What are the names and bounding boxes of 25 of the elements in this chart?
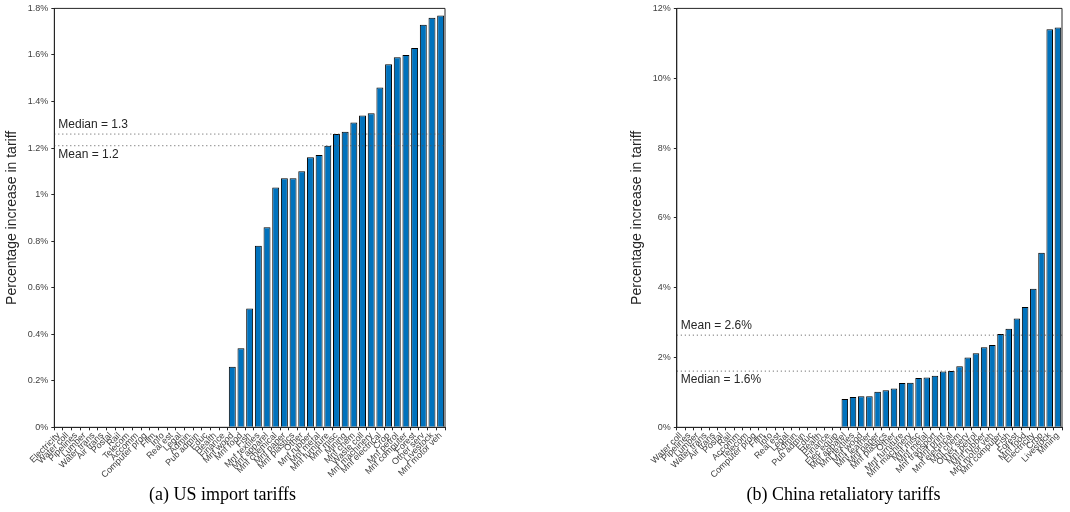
text: (b) China retaliatory tariffs [746,483,941,505]
y-tick-label: 0.6% [27,282,49,293]
ref-line-label: Median = 1.6% [680,372,762,387]
text: (a) US import tariffs [148,483,297,505]
y-axis-title: Percentage increase in tariff [3,130,20,305]
y-tick-label: 1.2% [27,142,49,153]
y-tick-label: 0.8% [27,235,49,246]
y-tick-label: 0% [35,421,49,432]
ref-line-label: Median = 1.3 [58,117,129,132]
y-tick-label: 1.4% [27,95,49,106]
y-tick-label: 1% [35,189,49,200]
y-tick-label: 8% [657,142,671,153]
ref-line-label: Mean = 1.2 [58,147,120,162]
y-tick-label: 10% [652,72,671,83]
y-tick-label: 1.8% [27,2,49,13]
y-tick-label: 12% [652,2,671,13]
ref-line-label: Mean = 2.6% [680,318,753,333]
y-tick-label: 2% [657,351,671,362]
y-tick-label: 4% [657,282,671,293]
y-tick-label: 0.2% [27,375,49,386]
y-tick-label: 0% [657,421,671,432]
y-tick-label: 0.4% [27,328,49,339]
y-axis-title: Percentage increase in tariff [628,130,645,305]
y-tick-label: 1.6% [27,49,49,60]
y-tick-label: 6% [657,212,671,223]
